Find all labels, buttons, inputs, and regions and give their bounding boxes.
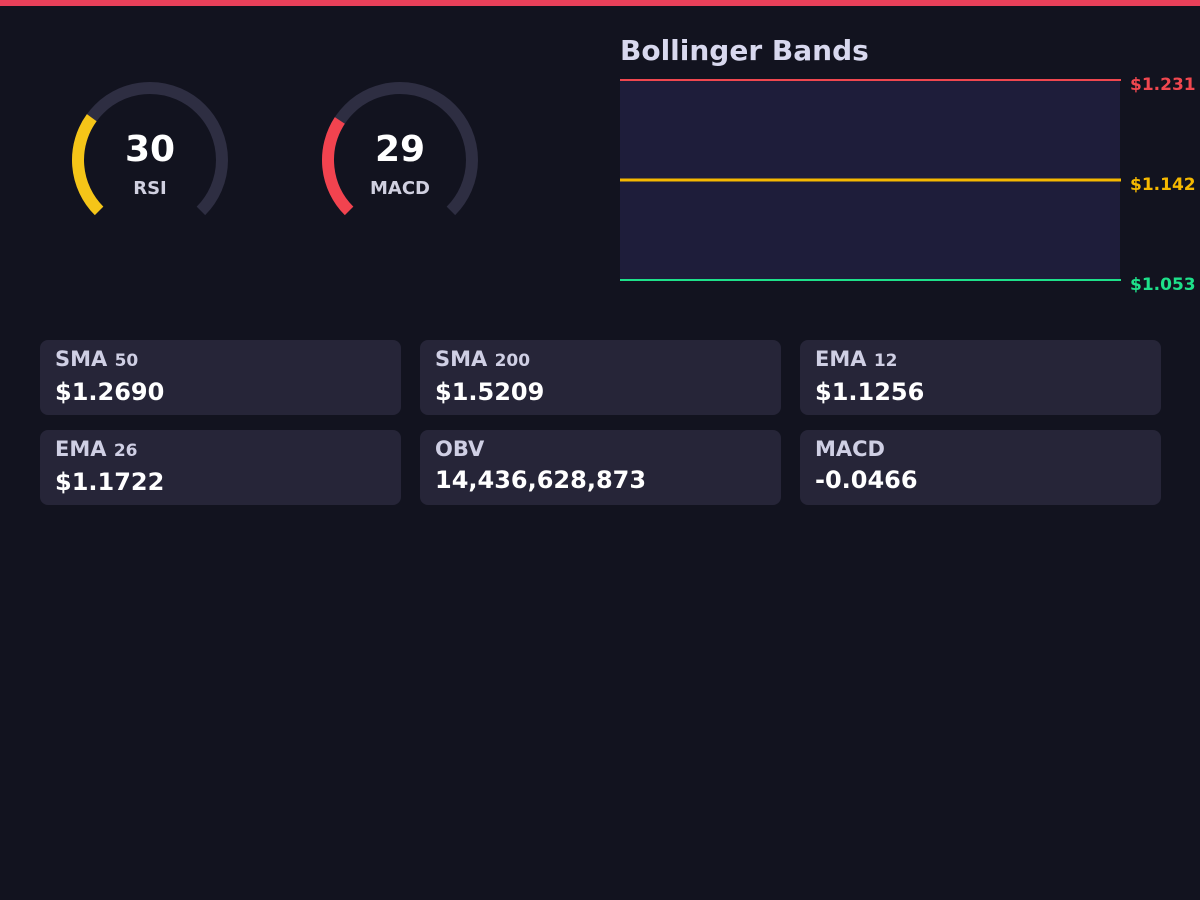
card-label: MACD (815, 436, 1146, 462)
gauge-label: MACD (370, 178, 430, 199)
card-period: 50 (114, 351, 139, 371)
card-value: -0.0466 (815, 466, 918, 494)
card-value: $1.2690 (55, 378, 165, 406)
card-name: EMA (815, 347, 867, 371)
indicator-card: MACD -0.0466 (800, 430, 1161, 505)
bollinger-title: Bollinger Bands (620, 34, 869, 67)
indicator-card: EMA 12 $1.1256 (800, 340, 1161, 415)
indicator-panel: Bollinger Bands 30 RSI 29 MACD $1.231 $1.142 $… (72, 34, 1196, 295)
card-name: SMA (435, 347, 488, 371)
card-name: SMA (55, 347, 108, 371)
top-bar (0, 0, 1200, 6)
card-period: 12 (873, 351, 898, 371)
indicator-card: EMA 26 $1.1722 (40, 430, 401, 505)
indicator-card: OBV 14,436,628,873 (420, 430, 781, 505)
card-label: SMA 50 (55, 346, 386, 374)
card-value: 14,436,628,873 (435, 466, 647, 494)
gauge-value: 30 (125, 129, 175, 170)
gauge-label: RSI (133, 178, 167, 199)
gauge-value: 29 (375, 129, 425, 170)
card-period: 200 (494, 351, 531, 371)
card-name: EMA (55, 437, 107, 461)
card-value: $1.1722 (55, 468, 165, 496)
gauge-fill (72, 114, 104, 216)
card-name: OBV (435, 437, 485, 461)
band-label: $1.142 (1130, 175, 1196, 195)
card-period: 26 (113, 441, 138, 461)
band-label: $1.231 (1130, 75, 1196, 95)
gauge-fill (322, 117, 354, 216)
card-value: $1.5209 (435, 378, 545, 406)
card-label: SMA 200 (435, 346, 766, 374)
card-name: MACD (815, 437, 885, 461)
card-label: EMA 12 (815, 346, 1146, 374)
band-label: $1.053 (1130, 275, 1196, 295)
card-value: $1.1256 (815, 378, 925, 406)
indicator-card: SMA 50 $1.2690 (40, 340, 401, 415)
indicator-card: SMA 200 $1.5209 (420, 340, 781, 415)
card-label: EMA 26 (55, 436, 386, 464)
card-label: OBV (435, 436, 766, 462)
